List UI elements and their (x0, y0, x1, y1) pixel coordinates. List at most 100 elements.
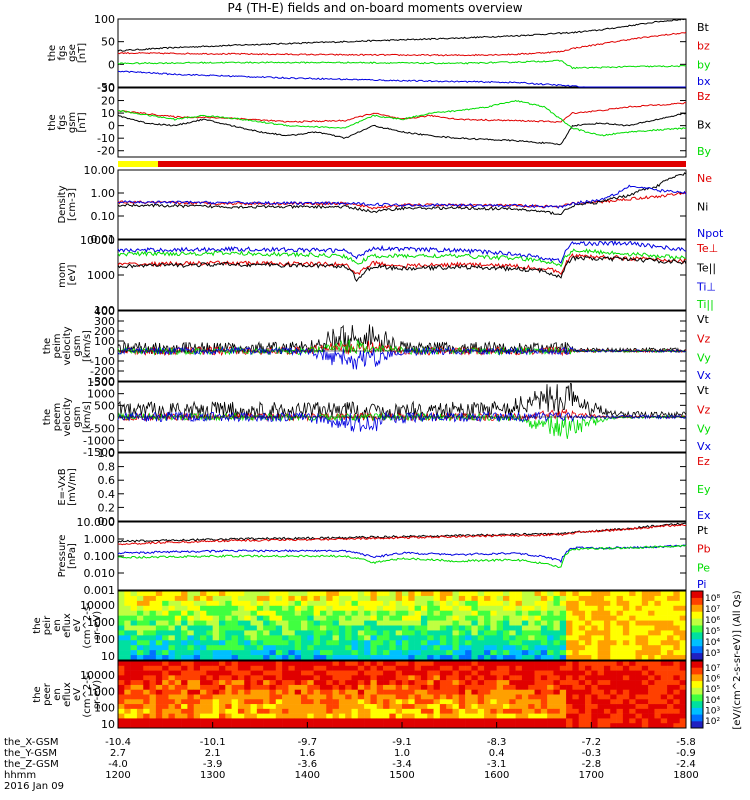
heatmap-cell (490, 625, 497, 631)
heatmap-cell (338, 595, 346, 602)
heatmap-cell (534, 620, 542, 626)
heatmap-cell (294, 713, 302, 719)
heatmap-cell (136, 704, 144, 710)
heatmap-cell (155, 625, 163, 631)
heatmap-cell (458, 704, 466, 710)
y-axis-label: velocity (62, 397, 73, 436)
heatmap-cell (414, 610, 422, 616)
heatmap-cell (181, 630, 188, 636)
heatmap-cell (629, 694, 636, 700)
heatmap-cell (275, 661, 283, 667)
heatmap-cell (616, 704, 624, 710)
heatmap-cell (136, 645, 144, 651)
heatmap-cell (679, 723, 687, 729)
heatmap-cell (269, 630, 277, 636)
heatmap-cell (225, 615, 232, 621)
x-tick-label: -5.8 (676, 737, 696, 748)
series-Npot (117, 184, 687, 209)
heatmap-cell (256, 615, 264, 621)
heatmap-cell (622, 684, 630, 691)
colorbar-segment (691, 641, 703, 644)
heatmap-cell (389, 713, 396, 719)
heatmap-cell (559, 630, 567, 636)
heatmap-cell (496, 630, 504, 636)
heatmap-cell (206, 620, 213, 626)
heatmap-cell (635, 708, 643, 714)
heatmap-cell (559, 670, 567, 676)
heatmap-cell (193, 645, 201, 651)
heatmap-cell (616, 675, 624, 681)
heatmap-cell (484, 718, 491, 724)
heatmap-cell (585, 650, 592, 656)
heatmap-cell (502, 684, 510, 691)
legend-Pt: Pt (697, 524, 709, 537)
heatmap-cell (515, 650, 523, 656)
heatmap-cell (395, 718, 403, 724)
heatmap-cell (603, 615, 611, 621)
heatmap-cell (326, 694, 333, 700)
heatmap-cell (439, 708, 447, 714)
heatmap-cell (250, 655, 258, 661)
heatmap-cell (553, 713, 561, 719)
heatmap-cell (502, 699, 510, 705)
heatmap-cell (301, 591, 308, 597)
heatmap-cell (187, 610, 195, 616)
heatmap-cell (502, 713, 510, 719)
heatmap-cell (301, 640, 308, 646)
heatmap-cell (395, 605, 403, 612)
heatmap-cell (477, 600, 485, 607)
heatmap-cell (603, 640, 611, 646)
heatmap-cell (477, 605, 485, 612)
heatmap-cell (521, 640, 529, 646)
colorbar-segment (691, 667, 703, 670)
heatmap-cell (648, 655, 655, 661)
heatmap-cell (433, 670, 441, 676)
heatmap-cell (181, 713, 188, 719)
colorbar-segment (691, 658, 703, 661)
heatmap-cell (193, 704, 201, 710)
heatmap-cell (427, 605, 434, 612)
heatmap-cell (187, 650, 195, 656)
heatmap-cell (402, 699, 409, 705)
heatmap-cell (610, 713, 617, 719)
heatmap-cell (667, 661, 674, 667)
heatmap-cell (294, 694, 302, 700)
heatmap-cell (168, 605, 176, 612)
colorbar-segment (691, 599, 703, 602)
heatmap-cell (225, 625, 232, 631)
heatmap-cell (250, 591, 258, 597)
heatmap-cell (427, 620, 434, 626)
heatmap-cell (534, 680, 542, 686)
heatmap-cell (559, 665, 567, 671)
heatmap-cell (629, 718, 636, 724)
heatmap-cell (515, 591, 523, 597)
heatmap-cell (383, 718, 390, 724)
colorbar-frame (690, 590, 704, 661)
heatmap-cell (357, 650, 365, 656)
heatmap-cell (118, 625, 125, 631)
heatmap-cell (212, 620, 220, 626)
heatmap-cell (313, 645, 321, 651)
heatmap-cell (118, 640, 125, 646)
heatmap-cell (622, 708, 630, 714)
heatmap-cell (578, 675, 586, 681)
heatmap-cell (124, 713, 131, 719)
heatmap-cell (294, 689, 302, 695)
heatmap-cell (231, 684, 239, 691)
x-tick-label: -2.8 (582, 759, 602, 770)
heatmap-cell (389, 694, 396, 700)
heatmap-cell (338, 655, 346, 661)
heatmap-cell (641, 661, 649, 667)
heatmap-cell (414, 675, 422, 681)
heatmap-cell (288, 610, 296, 616)
heatmap-cell (408, 605, 415, 612)
heatmap-cell (547, 708, 554, 714)
heatmap-cell (616, 630, 624, 636)
heatmap-cell (635, 625, 643, 631)
heatmap-cell (597, 718, 605, 724)
heatmap-cell (414, 718, 422, 724)
heatmap-cell (540, 655, 548, 661)
heatmap-cell (528, 680, 535, 686)
heatmap-cell (408, 620, 415, 626)
heatmap-cell (187, 630, 195, 636)
